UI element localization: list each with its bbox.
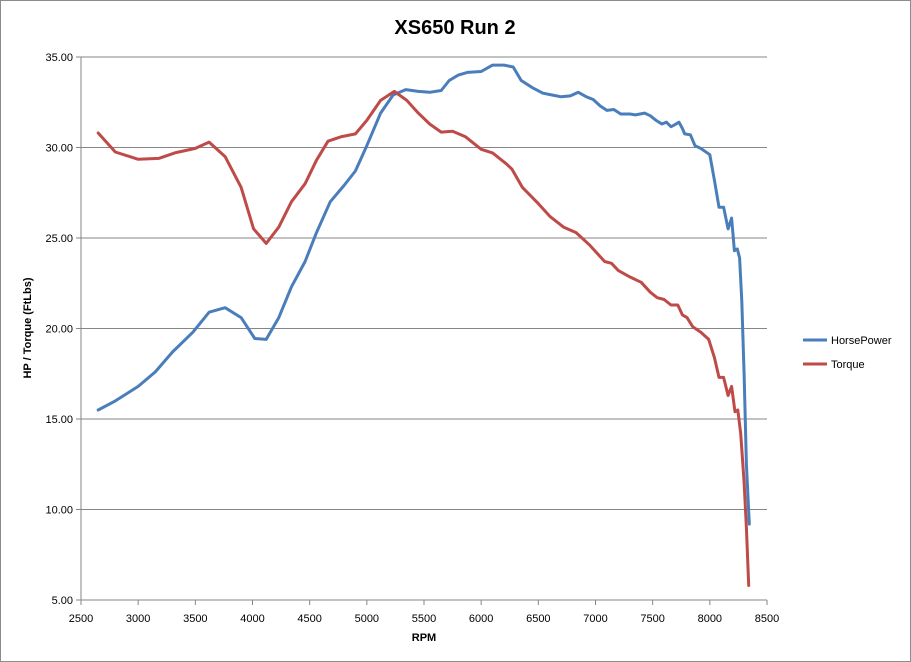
- y-axis-title: HP / Torque (FtLbs): [22, 277, 34, 378]
- y-tick-label: 35.00: [45, 52, 73, 64]
- x-tick-label: 6500: [526, 613, 550, 625]
- x-tick-label: 2500: [69, 613, 93, 625]
- y-axis-ticks: 5.00 10.00 15.00 20.00 25.00 30.00 35.00: [45, 52, 81, 607]
- gridlines: [81, 56, 767, 510]
- x-tick-label: 4000: [240, 613, 264, 625]
- series-line-torque: [96, 89, 751, 587]
- y-tick-label: 30.00: [45, 143, 73, 155]
- x-axis-ticks: 2500 3000 3500 4000 4500 5000 5500 6000 6500 7000…: [69, 600, 779, 625]
- y-tick-label: 15.00: [45, 414, 73, 426]
- chart-title: XS650 Run 2: [394, 17, 515, 39]
- series-lines: [96, 63, 751, 587]
- x-tick-label: 3000: [126, 613, 150, 625]
- x-tick-label: 7500: [640, 613, 664, 625]
- x-tick-label: 7000: [583, 613, 607, 625]
- y-tick-label: 5.00: [52, 595, 73, 607]
- x-tick-label: 8000: [698, 613, 722, 625]
- legend-label-horsepower: HorsePower: [831, 335, 892, 347]
- x-tick-label: 8500: [755, 613, 779, 625]
- y-tick-label: 25.00: [45, 233, 73, 245]
- x-tick-label: 6000: [469, 613, 493, 625]
- y-tick-label: 10.00: [45, 505, 73, 517]
- x-tick-label: 4500: [297, 613, 321, 625]
- legend-label-torque: Torque: [831, 359, 865, 371]
- x-axis-title: RPM: [412, 632, 436, 644]
- x-tick-label: 5500: [412, 613, 436, 625]
- legend: HorsePower Torque: [803, 335, 892, 371]
- series-line-horsepower: [96, 63, 751, 526]
- x-tick-label: 3500: [183, 613, 207, 625]
- x-tick-label: 5000: [355, 613, 379, 625]
- y-tick-label: 20.00: [45, 324, 73, 336]
